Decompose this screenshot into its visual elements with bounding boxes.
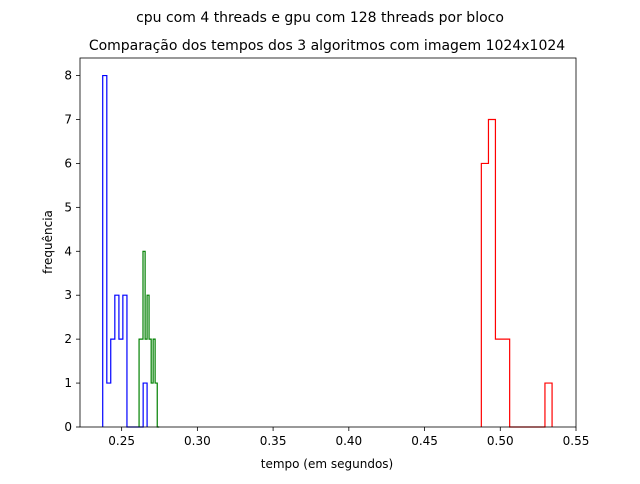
x-tick-label: 0.35	[260, 434, 287, 448]
x-axis-label: tempo (em segundos)	[261, 457, 393, 471]
y-tick-label: 7	[64, 113, 72, 127]
x-tick-label: 0.30	[184, 434, 211, 448]
y-tick-label: 0	[64, 420, 72, 434]
histogram-series-2	[138, 250, 160, 428]
y-tick-label: 6	[64, 156, 72, 170]
y-tick-label: 3	[64, 288, 72, 302]
x-tick-label: 0.40	[335, 434, 362, 448]
plot-frame	[79, 57, 577, 428]
chart-title: Comparação dos tempos dos 3 algoritmos c…	[89, 38, 565, 54]
x-tick-label: 0.50	[487, 434, 514, 448]
x-axis-ticks: 0.25 0.30 0.35 0.40 0.45 0.50 0.55	[108, 427, 589, 448]
y-axis-ticks: 0 1 2 3 4 5 6 7 8	[64, 69, 80, 434]
y-tick-label: 2	[64, 332, 72, 346]
x-tick-label: 0.45	[411, 434, 438, 448]
y-tick-label: 4	[64, 244, 72, 258]
y-tick-label: 5	[64, 200, 72, 214]
y-tick-label: 1	[64, 376, 72, 390]
y-axis-label: frequência	[41, 210, 55, 274]
y-tick-label: 8	[64, 69, 72, 83]
x-tick-label: 0.55	[563, 434, 590, 448]
figure-suptitle: cpu com 4 threads e gpu com 128 threads …	[136, 10, 504, 26]
x-tick-label: 0.25	[108, 434, 135, 448]
